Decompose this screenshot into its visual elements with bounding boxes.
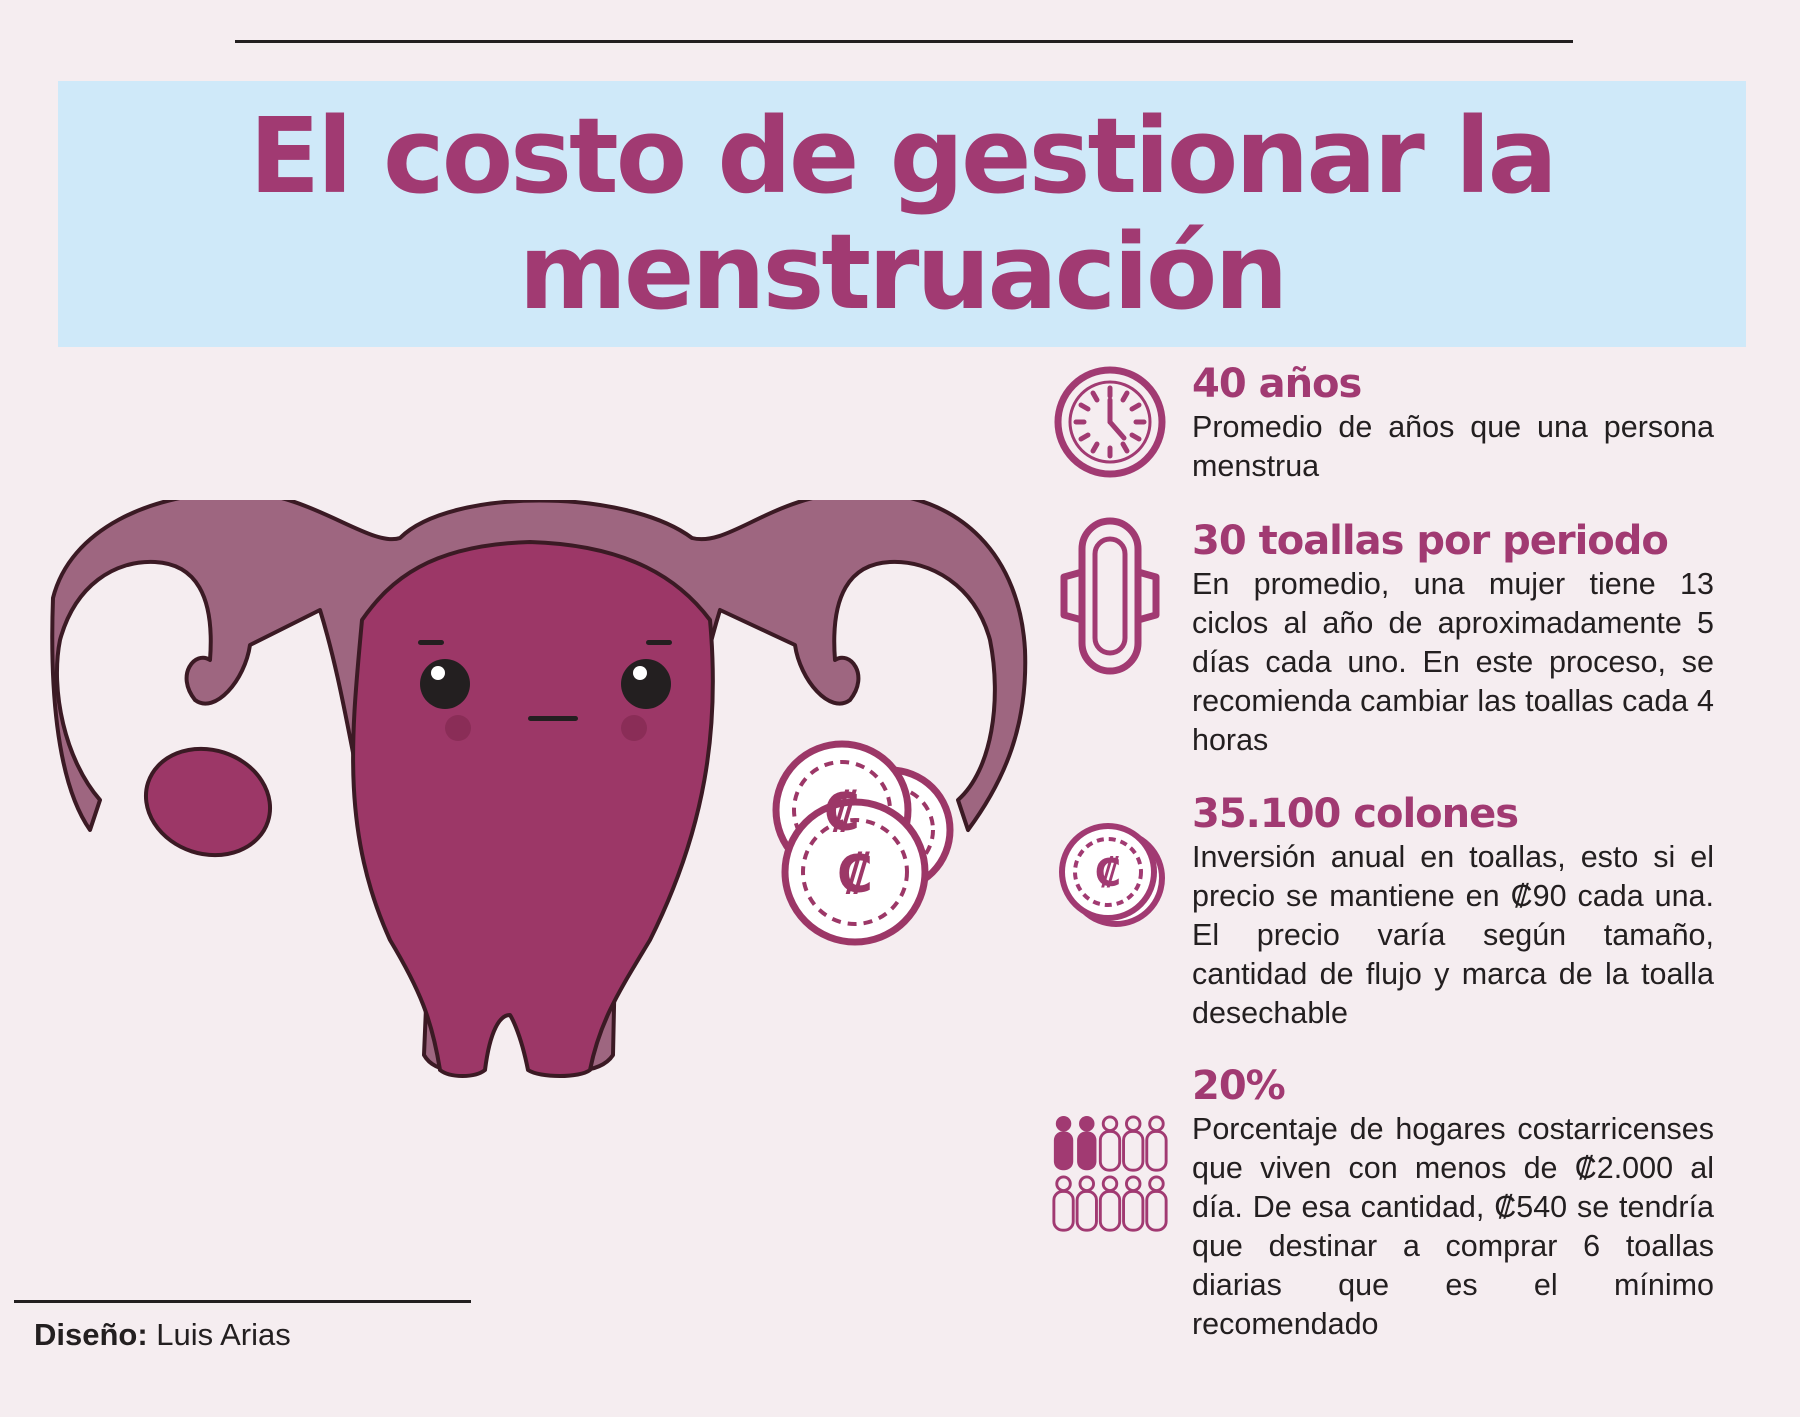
stat-description: Promedio de años que una persona menstru…: [1192, 410, 1714, 483]
colon-coin-icon: ₡: [1059, 823, 1165, 927]
title-line-2: menstruación: [518, 211, 1289, 333]
right-eye: [621, 659, 671, 709]
uterus-character-illustration: ₡ ₡: [50, 500, 1028, 1078]
stat-value: 20%: [1192, 1063, 1286, 1109]
coin-symbol-front: ₡: [837, 845, 873, 905]
credit-name: Luis Arias: [147, 1317, 291, 1352]
stat-value: 30 toallas por periodo: [1192, 518, 1669, 564]
right-cheek: [621, 715, 647, 741]
people-group-icon: [1052, 1115, 1168, 1232]
coin-symbol-back: ₡: [824, 783, 860, 843]
bottom-divider: [14, 1300, 471, 1303]
stat-households-text: 20% Porcentaje de hogares costarricenses…: [1192, 1062, 1714, 1344]
stat-pads-text: 30 toallas por periodo En promedio, una …: [1192, 517, 1714, 760]
sanitary-pad-icon: [1060, 517, 1160, 675]
stat-cost-text: 35.100 colones Inversión anual en toalla…: [1192, 790, 1714, 1033]
title-line-1: El costo de gestionar la: [249, 95, 1558, 217]
title-banner: El costo de gestionar la menstruación: [58, 81, 1746, 347]
stat-description: En promedio, una mujer tiene 13 ciclos a…: [1192, 567, 1714, 757]
credit-label: Diseño:: [34, 1317, 148, 1352]
design-credit: Diseño: Luis Arias: [34, 1315, 291, 1355]
top-divider: [235, 40, 1573, 43]
stat-description: Inversión anual en toallas, esto si el p…: [1192, 840, 1714, 1030]
uterus-body: [351, 540, 715, 1078]
clock-icon: [1054, 366, 1166, 478]
right-eyebrow: [646, 640, 672, 645]
page-title: El costo de gestionar la menstruación: [249, 95, 1558, 333]
stat-value: 35.100 colones: [1192, 791, 1519, 837]
stat-years-text: 40 años Promedio de años que una persona…: [1192, 360, 1714, 486]
ovary-left: [143, 746, 273, 858]
stat-value: 40 años: [1192, 361, 1362, 407]
svg-text:₡: ₡: [1095, 851, 1121, 895]
left-eyebrow: [418, 640, 444, 645]
coin-stack: [772, 740, 954, 946]
stat-description: Porcentaje de hogares costarricenses que…: [1192, 1112, 1714, 1341]
left-cheek: [445, 715, 471, 741]
left-eye: [420, 659, 470, 709]
mouth: [528, 716, 578, 721]
